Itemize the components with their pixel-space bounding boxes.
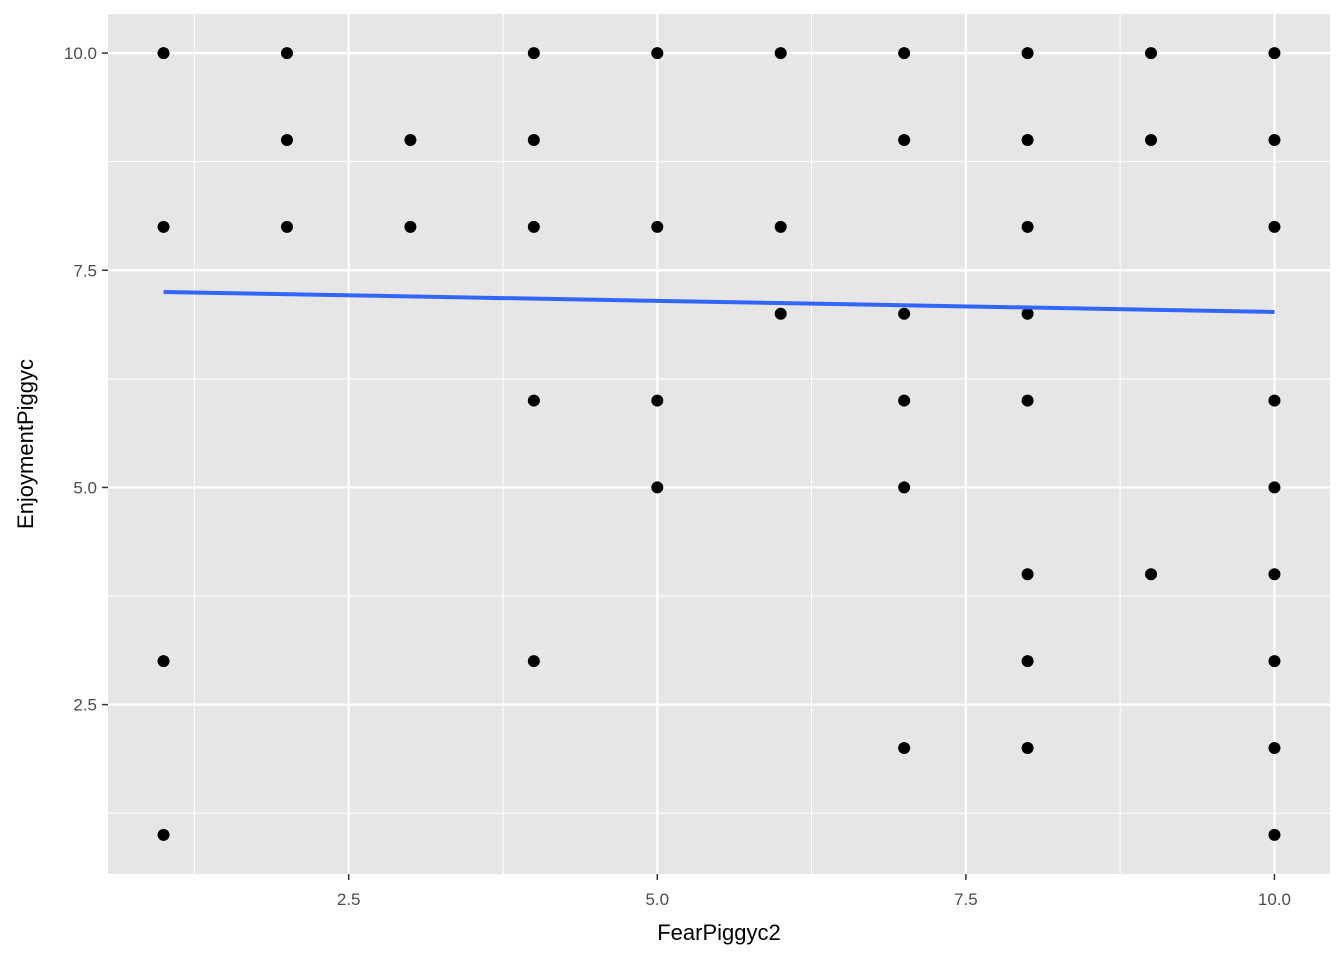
data-point — [404, 220, 417, 233]
regression-line — [163, 289, 1275, 314]
x-tick-label: 5.0 — [645, 890, 669, 909]
data-point — [280, 220, 293, 233]
data-point — [1021, 568, 1034, 581]
data-point — [1268, 220, 1281, 233]
x-tick-label: 7.5 — [954, 890, 978, 909]
data-point — [1021, 307, 1034, 320]
data-point — [1268, 568, 1281, 581]
y-tick-label: 5.0 — [73, 478, 97, 497]
x-axis-label: FearPiggyc2 — [657, 920, 781, 945]
data-point — [774, 220, 787, 233]
data-point — [651, 220, 664, 233]
data-point — [1021, 47, 1034, 60]
data-point — [527, 133, 540, 146]
data-point — [898, 47, 911, 60]
data-point — [527, 655, 540, 668]
data-point — [1021, 742, 1034, 755]
data-point — [1021, 133, 1034, 146]
data-point — [898, 133, 911, 146]
data-point — [280, 133, 293, 146]
y-tick-label: 7.5 — [73, 261, 97, 280]
y-axis-label: EnjoymentPiggyc — [13, 359, 38, 529]
data-point — [1021, 220, 1034, 233]
data-point — [898, 481, 911, 494]
data-point — [1145, 568, 1158, 581]
y-tick-label: 10.0 — [64, 44, 97, 63]
data-point — [527, 394, 540, 407]
data-point — [157, 828, 170, 841]
data-point — [898, 742, 911, 755]
data-point — [527, 220, 540, 233]
data-point — [1268, 394, 1281, 407]
data-point — [1145, 47, 1158, 60]
data-point — [404, 133, 417, 146]
data-point — [527, 47, 540, 60]
data-point — [157, 220, 170, 233]
data-point — [1145, 133, 1158, 146]
data-point — [898, 307, 911, 320]
data-points — [157, 47, 1281, 841]
data-point — [651, 47, 664, 60]
data-point — [1021, 655, 1034, 668]
data-point — [157, 655, 170, 668]
plot-panel — [108, 14, 1330, 874]
data-point — [157, 47, 170, 60]
data-point — [774, 47, 787, 60]
data-point — [1268, 133, 1281, 146]
x-tick-label: 2.5 — [337, 890, 361, 909]
data-point — [898, 394, 911, 407]
data-point — [280, 47, 293, 60]
data-point — [774, 307, 787, 320]
data-point — [651, 481, 664, 494]
grid-lines — [108, 14, 1330, 874]
data-point — [1268, 47, 1281, 60]
data-point — [1268, 742, 1281, 755]
data-point — [1268, 481, 1281, 494]
axis-ticks: 2.5 5.0 7.5 10.0 2.5 5.0 7.5 10.0 — [64, 44, 1291, 909]
data-point — [1268, 655, 1281, 668]
y-tick-label: 2.5 — [73, 696, 97, 715]
data-point — [1021, 394, 1034, 407]
x-tick-label: 10.0 — [1258, 890, 1291, 909]
data-point — [1268, 828, 1281, 841]
data-point — [651, 394, 664, 407]
